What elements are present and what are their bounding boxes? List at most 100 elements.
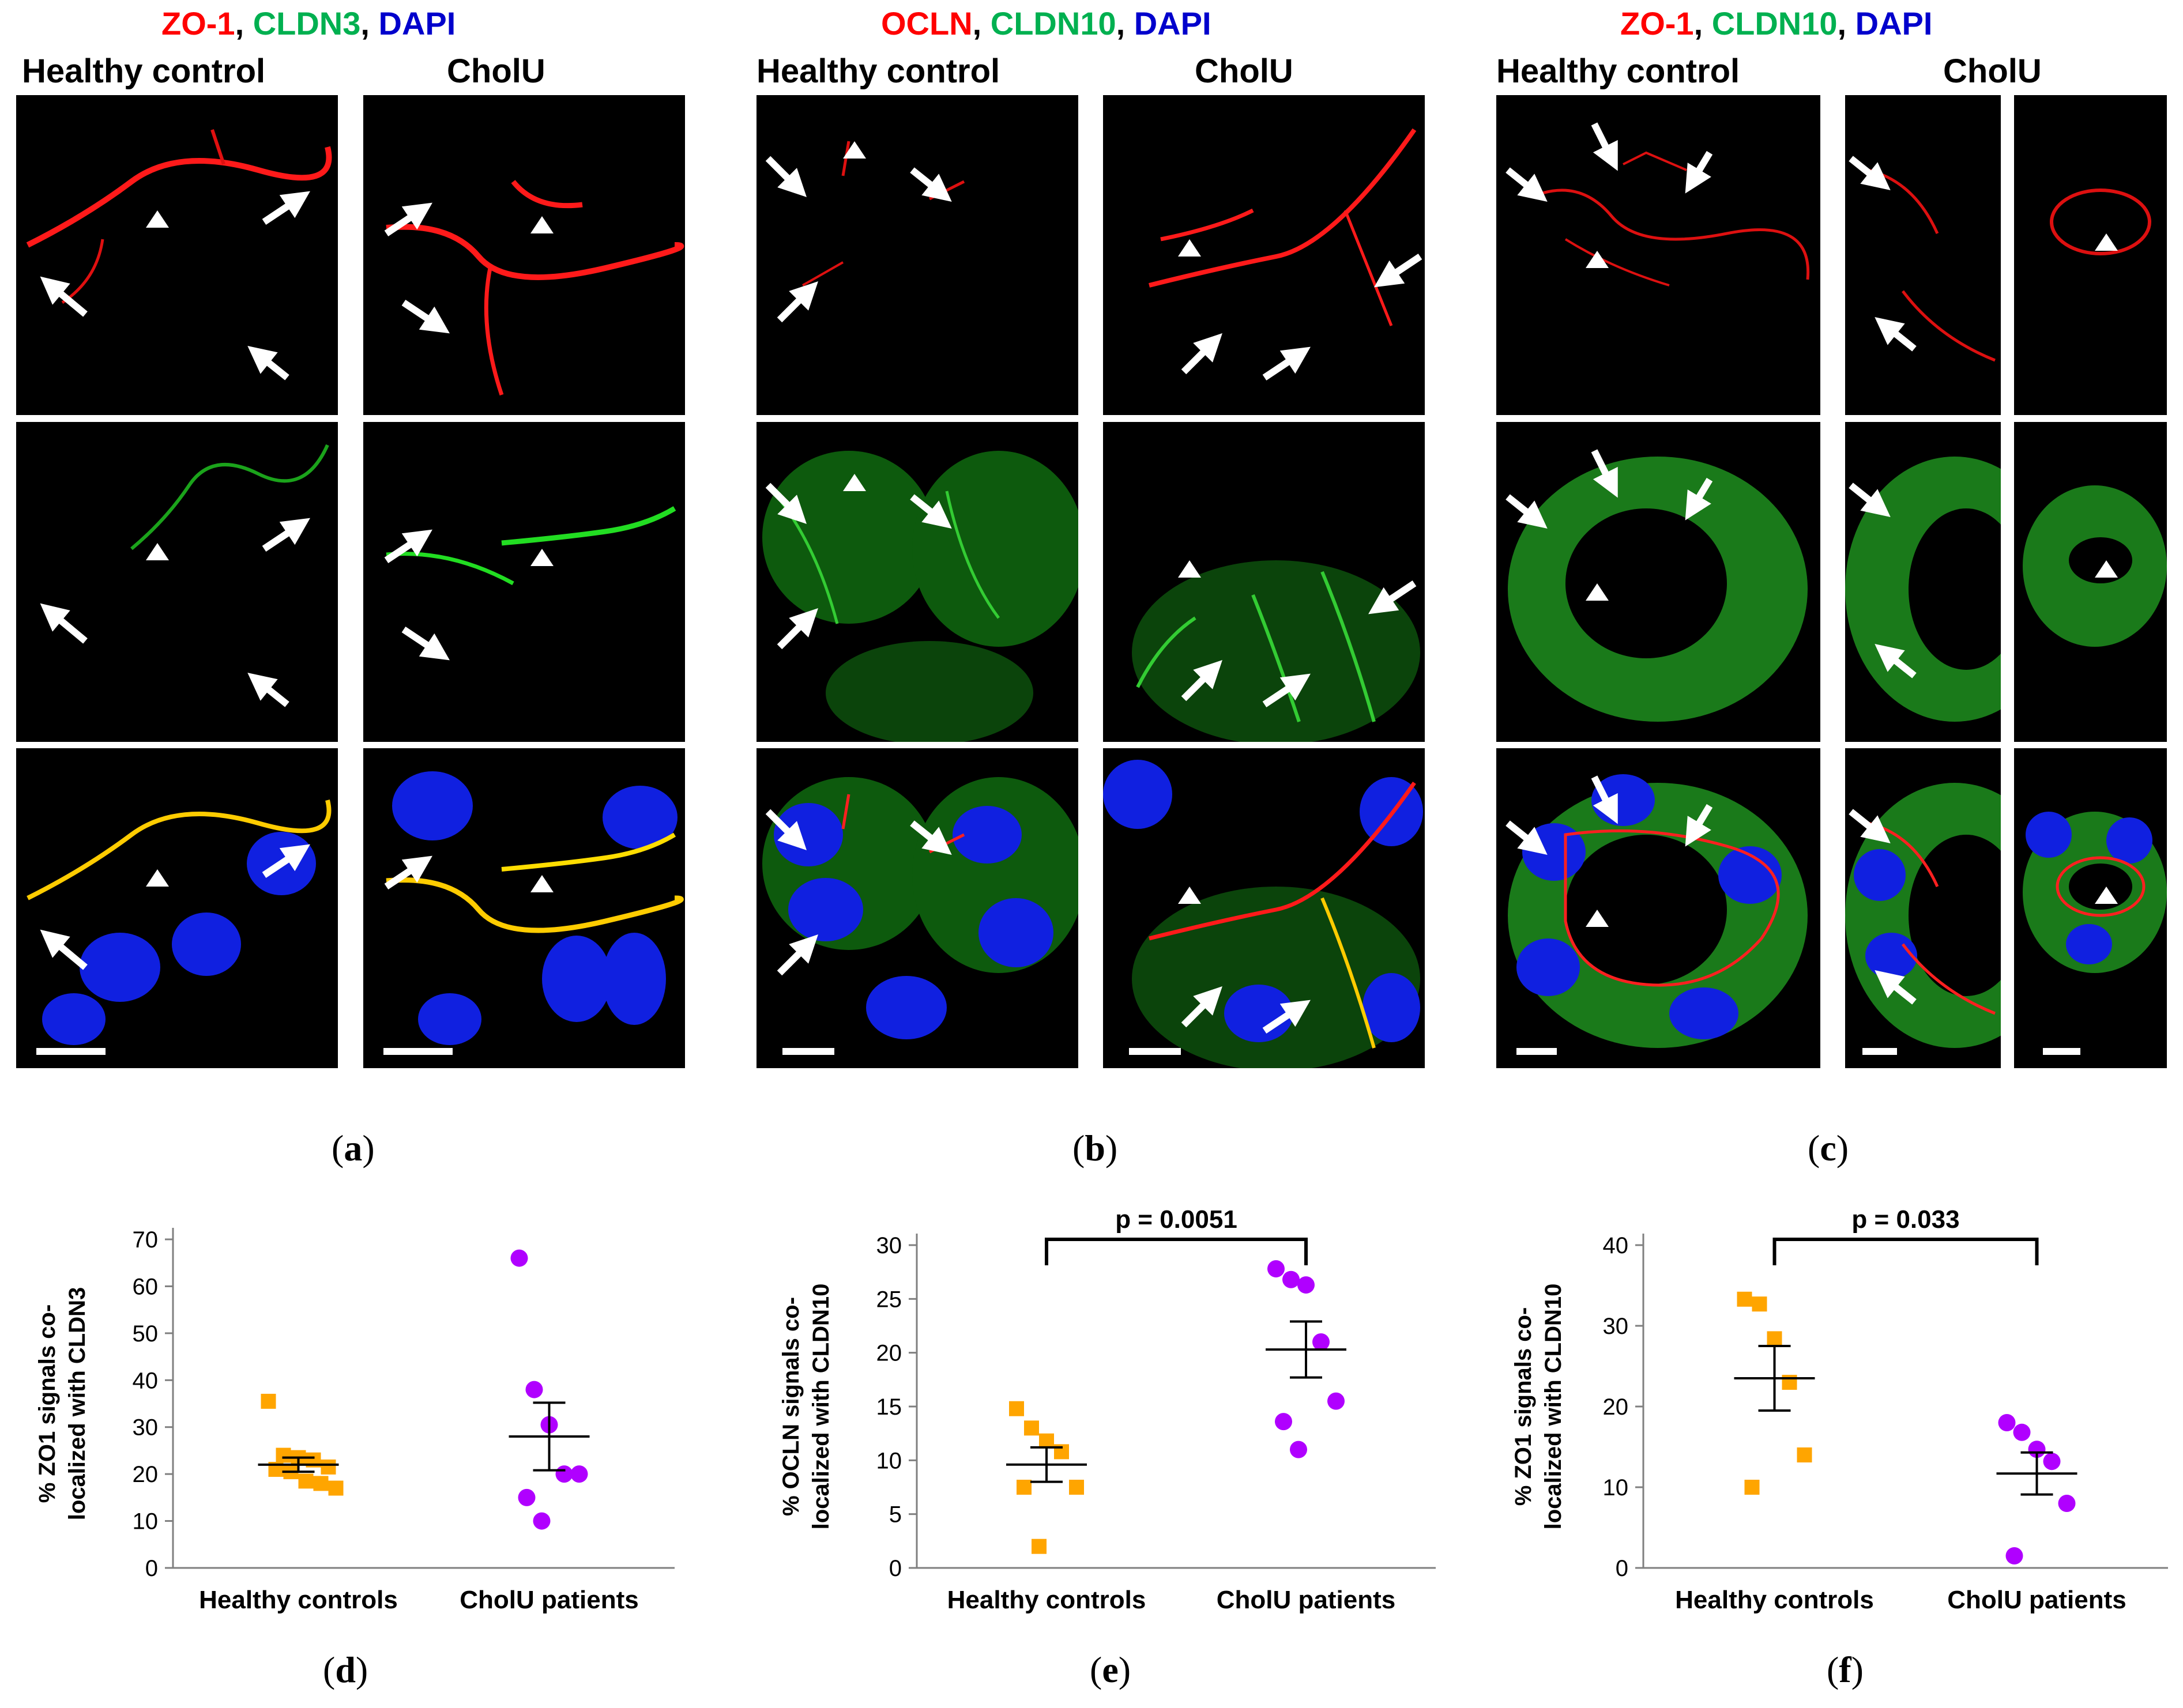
- y-tick-label: 30: [876, 1233, 902, 1258]
- data-point-square: [261, 1393, 276, 1409]
- data-point-circle: [2013, 1423, 2031, 1441]
- micrograph-b-healthy-green: [756, 422, 1078, 742]
- data-point-square: [1009, 1401, 1024, 1416]
- data-point-circle: [570, 1465, 588, 1483]
- y-tick-label: 0: [889, 1556, 902, 1581]
- chart-d: 0 10 20 30 40 50 60 70 % ZO1 signals co-localize…: [0, 1187, 692, 1626]
- y-tick-label: 25: [876, 1287, 902, 1312]
- micrograph-c-cholu2-merge: [2014, 748, 2167, 1068]
- micrograph-a-healthy-red: [16, 95, 338, 415]
- data-point-square: [1752, 1296, 1767, 1312]
- data-point-square: [1737, 1291, 1752, 1307]
- data-point-square: [1032, 1539, 1047, 1554]
- y-tick-label: 10: [876, 1448, 902, 1473]
- col-label-healthy-a: Healthy control: [22, 52, 266, 90]
- data-point-circle: [1998, 1414, 2016, 1431]
- y-tick-label: 40: [1603, 1233, 1629, 1258]
- y-axis-label: localized with CLDN10: [808, 1284, 834, 1530]
- micrograph-b-cholu-green: [1103, 422, 1425, 742]
- figure-c-title-part: CLDN10: [1711, 5, 1838, 42]
- x-category-label: CholU patients: [460, 1586, 638, 1614]
- y-tick-label: 20: [1603, 1394, 1629, 1420]
- data-point-square: [1744, 1480, 1760, 1495]
- micrograph-c-cholu1-merge: [1845, 748, 2001, 1068]
- col-label-cholu-c: CholU: [1943, 52, 2042, 90]
- data-point-square: [1782, 1375, 1797, 1390]
- col-label-healthy-b: Healthy control: [756, 52, 1000, 90]
- panel-letter: a: [344, 1128, 363, 1168]
- figure-b-title-part: DAPI: [1134, 5, 1211, 42]
- figure-a-title-part: CLDN3: [253, 5, 361, 42]
- y-tick-label: 70: [133, 1227, 159, 1253]
- data-point-square: [298, 1473, 314, 1489]
- data-point-circle: [555, 1465, 573, 1483]
- y-axis-label: % ZO1 signals co-: [35, 1304, 60, 1503]
- data-point-square: [313, 1476, 329, 1491]
- micrograph-a-healthy-green: [16, 422, 338, 742]
- figure-a-title-part: ZO-1: [161, 5, 235, 42]
- figure-b-title: OCLN, CLDN10, DAPI: [881, 5, 1211, 42]
- panel-letter: b: [1085, 1128, 1105, 1168]
- data-point-circle: [1290, 1441, 1307, 1458]
- micrograph-a-cholu-red: [363, 95, 685, 415]
- x-category-label: CholU patients: [1947, 1586, 2126, 1614]
- micrograph-a-cholu-green: [363, 422, 685, 742]
- col-label-healthy-c: Healthy control: [1496, 52, 1740, 90]
- data-point-circle: [2058, 1495, 2076, 1512]
- figure-b-title-part: ,: [1116, 5, 1134, 42]
- x-category-label: CholU patients: [1217, 1586, 1395, 1614]
- data-point-circle: [1297, 1276, 1315, 1294]
- y-tick-label: 10: [1603, 1475, 1629, 1500]
- figure-c-title-part: DAPI: [1855, 5, 1933, 42]
- y-tick-label: 50: [133, 1321, 159, 1347]
- data-point-square: [1767, 1331, 1782, 1347]
- micrograph-b-cholu-merge: [1103, 748, 1425, 1068]
- y-tick-label: 60: [133, 1274, 159, 1299]
- y-axis-label: localized with CLDN10: [1541, 1284, 1566, 1530]
- figure-a-title-part: ,: [235, 5, 253, 42]
- chart-f-svg: 0 10 20 30 40 % ZO1 signals co-localized with…: [1511, 1205, 2168, 1614]
- significance-label: p = 0.0051: [1115, 1205, 1237, 1234]
- figure-c-title-part: ,: [1693, 5, 1712, 42]
- data-point-circle: [510, 1249, 528, 1267]
- y-tick-label: 20: [876, 1341, 902, 1366]
- y-tick-label: 10: [133, 1509, 159, 1534]
- data-point-square: [1797, 1447, 1812, 1462]
- data-point-circle: [2043, 1453, 2061, 1471]
- x-category-label: Healthy controls: [1675, 1586, 1874, 1614]
- col-label-cholu-b: CholU: [1195, 52, 1293, 90]
- data-point-circle: [1327, 1392, 1345, 1410]
- data-point-square: [1024, 1420, 1039, 1436]
- panel-label-b: (b): [1072, 1128, 1118, 1168]
- figure-a-title: ZO-1, CLDN3, DAPI: [161, 5, 456, 42]
- panel-letter: f: [1839, 1649, 1851, 1690]
- data-point-square: [1039, 1433, 1054, 1449]
- chart-d-svg: 0 10 20 30 40 50 60 70 % ZO1 signals co-localize…: [35, 1227, 675, 1614]
- figure-a-title-part: ,: [360, 5, 379, 42]
- micrograph-a-cholu-merge: [363, 748, 685, 1068]
- data-point-square: [321, 1459, 336, 1475]
- y-axis-label: % ZO1 signals co-: [1511, 1307, 1536, 1506]
- data-point-square: [1017, 1480, 1032, 1495]
- significance-label: p = 0.033: [1851, 1205, 1959, 1234]
- data-point-circle: [525, 1381, 543, 1398]
- y-tick-label: 20: [133, 1462, 159, 1487]
- significance-bracket: [1772, 1238, 2039, 1265]
- micrograph-b-healthy-merge: [756, 748, 1078, 1068]
- x-category-label: Healthy controls: [947, 1586, 1146, 1614]
- micrograph-b-cholu-red: [1103, 95, 1425, 415]
- figure-b-title-part: CLDN10: [990, 5, 1116, 42]
- y-tick-label: 5: [889, 1502, 902, 1528]
- figure-a-title-part: DAPI: [378, 5, 456, 42]
- figure-c-title-part: ,: [1837, 5, 1855, 42]
- micrograph-c-cholu1-red: [1845, 95, 2001, 415]
- chart-e: 0 5 10 15 20 25 30 % OCLN signals co-localized …: [744, 1187, 1453, 1626]
- micrograph-c-cholu2-red: [2014, 95, 2167, 415]
- y-axis-label: % OCLN signals co-: [778, 1297, 804, 1516]
- micrograph-c-healthy-green: [1496, 422, 1820, 742]
- chart-f: 0 10 20 30 40 % ZO1 signals co-localized with…: [1476, 1187, 2183, 1626]
- y-tick-label: 30: [1603, 1314, 1629, 1339]
- data-point-circle: [2005, 1547, 2023, 1564]
- y-tick-label: 15: [876, 1394, 902, 1420]
- data-point-circle: [1282, 1270, 1300, 1288]
